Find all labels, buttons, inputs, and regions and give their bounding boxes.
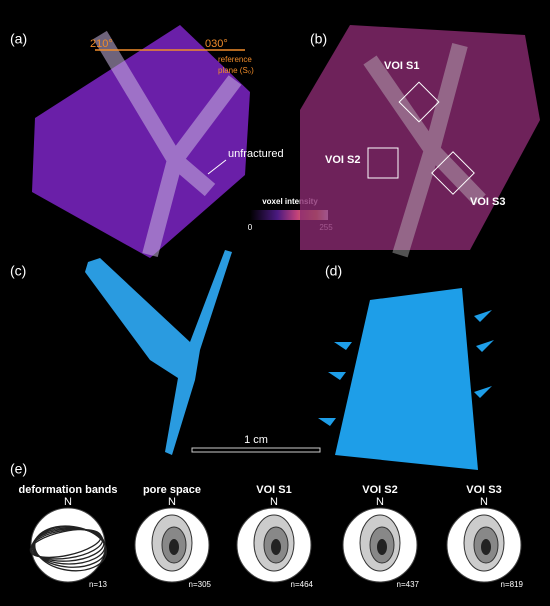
markers [318,310,494,426]
north-label: N [376,496,384,508]
voi-box [431,151,475,195]
count-label: n=464 [291,580,314,589]
ct-volume [300,25,540,250]
strike-label: 030° [205,38,228,50]
count-label: n=13 [89,580,108,589]
north-label: N [480,496,488,508]
reference-label: reference [218,55,252,64]
voi-label: VOI S2 [325,154,360,166]
colorbar [250,210,328,220]
voi-label: VOI S3 [470,196,505,208]
count-label: n=437 [397,580,420,589]
panel-label: (a) [10,31,27,47]
reference-label: plane (S₀) [218,66,254,75]
colorbar-title: voxel intensity [262,197,318,206]
panel-label: (c) [10,263,26,279]
count-label: n=819 [501,580,524,589]
contour [481,539,491,555]
contour [169,539,179,555]
band-surface [335,288,478,470]
stereonet-title: VOI S2 [362,484,397,496]
scale-bar [191,447,321,453]
count-label: n=305 [189,580,212,589]
arrow [207,159,227,175]
north-label: N [168,496,176,508]
voi-label: VOI S1 [384,60,419,72]
contour [271,539,281,555]
deformation-band [363,42,486,258]
north-label: N [64,496,72,508]
colorbar-label: 0 [248,223,253,232]
stereonet-title: VOI S1 [256,484,291,496]
stereonet-title: pore space [143,484,201,496]
deformation-band [93,30,242,258]
contour [377,539,387,555]
ct-slice [32,25,250,258]
stereonet-title: deformation bands [18,484,117,496]
voi-box [367,147,399,179]
voi-box [398,81,440,123]
pore-network [85,250,232,455]
strike-label: 210° [90,38,113,50]
scale-label: 1 cm [244,434,268,446]
stereonet-title: VOI S3 [466,484,501,496]
great-circle [34,525,107,572]
panel-label: (e) [10,461,27,477]
panel-label: (b) [310,31,327,47]
panel-label: (d) [325,263,342,279]
north-label: N [270,496,278,508]
annotation: unfractured [228,148,284,160]
